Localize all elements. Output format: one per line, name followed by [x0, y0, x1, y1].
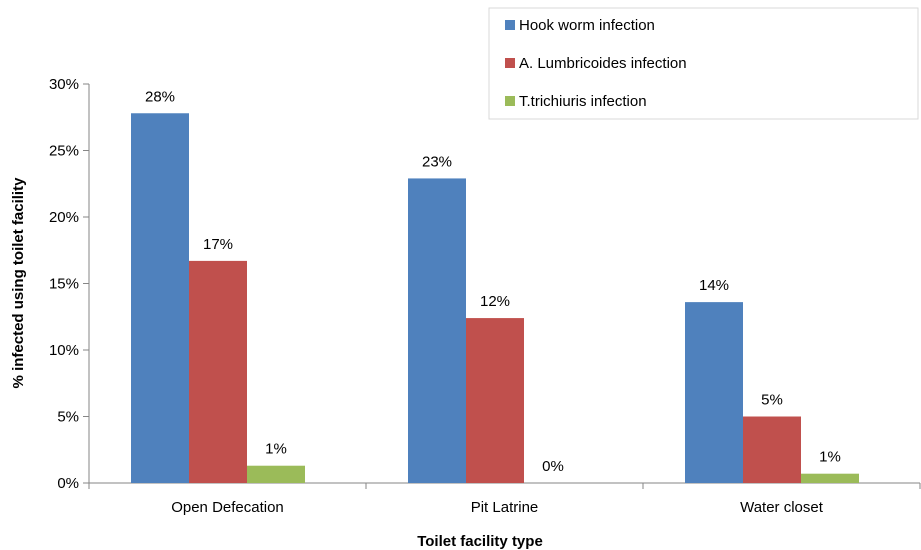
legend-swatch	[505, 20, 515, 30]
legend-swatch	[505, 58, 515, 68]
data-label: 17%	[203, 236, 233, 253]
y-tick-label: 30%	[49, 76, 79, 93]
data-label: 1%	[265, 441, 287, 458]
data-label: 23%	[422, 153, 452, 170]
bar	[131, 113, 189, 483]
x-tick-label: Pit Latrine	[471, 499, 539, 516]
legend-label: A. Lumbricoides infection	[519, 55, 687, 72]
y-tick-label: 20%	[49, 209, 79, 226]
x-tick-label: Water closet	[740, 499, 824, 516]
plot-area: 0% 5% 10% 15% 20% 25% 30% Open Defecation Pit La…	[49, 76, 921, 516]
bar	[189, 260, 247, 483]
data-label: 0%	[542, 458, 564, 475]
bar	[466, 318, 524, 483]
data-label: 1%	[819, 449, 841, 466]
legend-swatch	[505, 96, 515, 106]
y-tick-label: 25%	[49, 143, 79, 160]
data-label: 14%	[699, 277, 729, 294]
data-label: 28%	[145, 88, 175, 105]
x-tick-label: Open Defecation	[171, 499, 284, 516]
y-axis-title: % infected using toilet facility	[10, 177, 27, 389]
legend-label: Hook worm infection	[519, 17, 655, 34]
legend-label: T.trichiuris infection	[519, 93, 647, 110]
bar	[247, 465, 305, 483]
y-tick-label: 0%	[57, 475, 79, 492]
legend-frame	[488, 7, 919, 120]
bar	[743, 416, 801, 483]
y-tick-label: 10%	[49, 342, 79, 359]
legend: Hook worm infection A. Lumbricoides infec…	[488, 7, 919, 120]
y-tick-label: 15%	[49, 276, 79, 293]
y-tick-label: 5%	[57, 409, 79, 426]
bar	[408, 178, 466, 483]
x-axis-title: Toilet facility type	[417, 533, 543, 550]
data-label: 12%	[480, 293, 510, 310]
data-label: 5%	[761, 392, 783, 409]
bar	[685, 302, 743, 483]
bar	[801, 473, 859, 483]
